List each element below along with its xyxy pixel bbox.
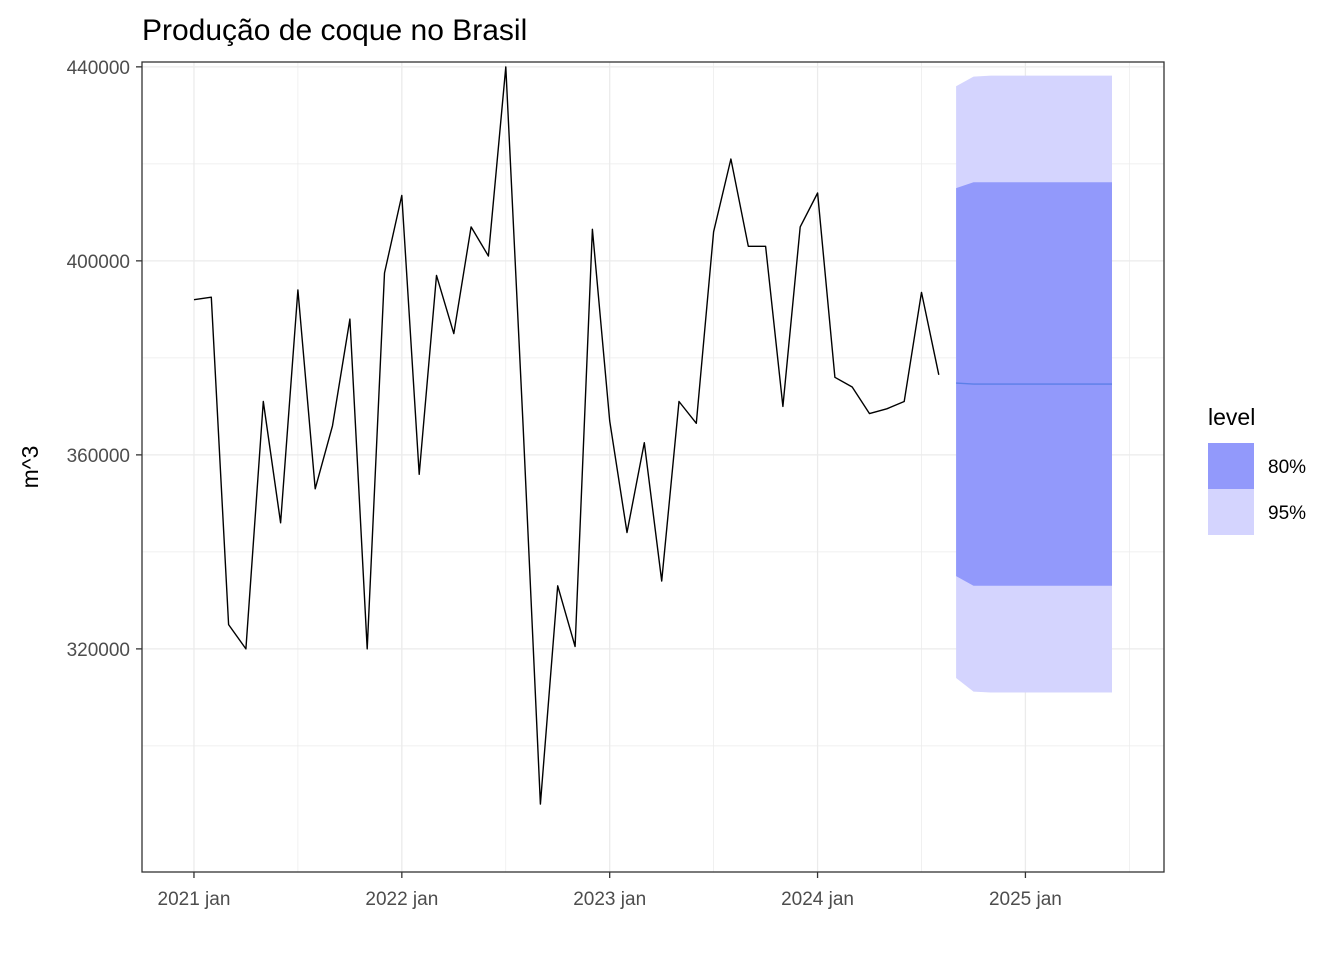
legend: level 80% 95%: [1208, 404, 1306, 535]
panel-border: [141, 61, 1165, 873]
y-tick-label: 320000: [67, 640, 130, 661]
panel-frame: [141, 61, 1165, 873]
y-axis: 320000 360000 400000 440000: [67, 58, 142, 661]
forecast-mean-line: [956, 382, 1112, 385]
x-axis: 2021 jan 2022 jan 2023 jan 2024 jan 2025 jan: [158, 872, 1062, 910]
data-lines: [193, 66, 1112, 805]
x-tick-label: 2024 jan: [781, 889, 854, 910]
chart-title: Produção de coque no Brasil: [142, 14, 527, 47]
x-tick-label: 2022 jan: [365, 889, 438, 910]
x-tick-label: 2021 jan: [158, 889, 231, 910]
y-tick-label: 400000: [67, 252, 130, 273]
y-tick-label: 440000: [67, 58, 130, 79]
x-tick-label: 2025 jan: [989, 889, 1062, 910]
legend-key: [1208, 443, 1254, 489]
legend-title: level: [1208, 404, 1255, 430]
x-tick-label: 2023 jan: [573, 889, 646, 910]
grid-lines: [142, 62, 1164, 872]
legend-key: [1208, 489, 1254, 535]
y-tick-label: 360000: [67, 446, 130, 467]
y-axis-title: m^3: [17, 446, 43, 489]
series-line: [193, 66, 940, 805]
legend-label: 80%: [1268, 457, 1306, 478]
legend-label: 95%: [1268, 503, 1306, 524]
